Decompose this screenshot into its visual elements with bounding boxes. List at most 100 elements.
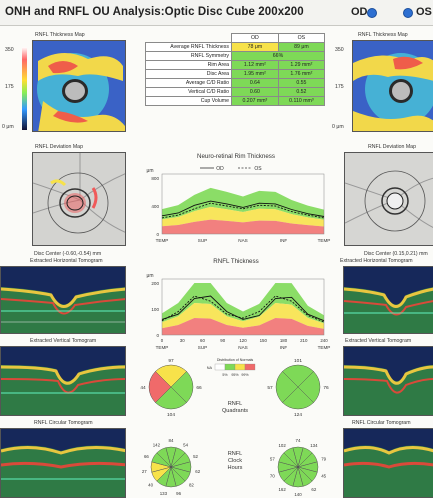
od-thickness-map-image	[33, 41, 125, 131]
od-circular-tomogram-image	[1, 429, 125, 497]
stats-row: Cup Volume 0.207 mm³ 0.110 mm³	[145, 96, 326, 106]
distribution-legend-swatch	[244, 363, 256, 371]
od-deviation-map-image	[33, 153, 125, 245]
stats-os-value: 1.29 mm²	[277, 60, 326, 70]
y-tick-label: 100	[151, 307, 159, 312]
os-scale-top: 350	[335, 47, 344, 53]
stats-od-value: 0.207 mm³	[231, 96, 279, 106]
od-v-tomogram-title: Extracted Vertical Tomogram	[30, 338, 97, 344]
stats-row-label: Disc Area	[145, 69, 232, 79]
os-clock-value: 79	[321, 457, 326, 462]
od-clock-value: 66	[144, 454, 149, 459]
od-vertical-tomogram	[0, 346, 126, 416]
os-vertical-tomogram	[343, 346, 433, 416]
distribution-legend-title: Distribution of Normals	[217, 358, 254, 362]
od-quadrant-temporal	[148, 371, 172, 403]
normal-band-red	[162, 219, 324, 234]
os-scale-bottom: 0 μm	[332, 124, 344, 130]
clock-title-3: Hours	[228, 465, 243, 471]
stats-os-value: 0.110 mm³	[277, 96, 326, 106]
series-line-od	[161, 295, 325, 322]
od-clock-value: 142	[153, 442, 161, 447]
os-label: OS	[416, 6, 432, 18]
od-value-nasal: 66	[196, 385, 202, 391]
y-axis-label: μm	[146, 273, 153, 279]
od-clock-value: 54	[183, 442, 188, 447]
os-clock-value: 62	[311, 487, 316, 492]
x-category-label: TEMP	[318, 238, 331, 243]
chart-title: Neuro-retinal Rim Thickness	[197, 153, 275, 160]
series-line-od	[161, 200, 325, 217]
x-category-label: INF	[280, 238, 288, 243]
y-tick-label: 0	[156, 333, 159, 338]
distribution-na-label: NA	[207, 366, 213, 370]
os-thickness-map-title: RNFL Thickness Map	[358, 32, 408, 38]
od-eye-icon	[367, 8, 377, 18]
stats-corner	[146, 34, 232, 43]
stats-row: Average RNFL Thickness 78 μm 89 μm	[145, 42, 326, 52]
os-clock-value: 162	[278, 487, 286, 492]
od-label: OD	[351, 6, 368, 18]
stats-od-value: 78 μm	[231, 42, 279, 52]
od-vertical-tomogram-image	[1, 347, 125, 415]
stats-os-value: 89 μm	[277, 42, 326, 52]
x-category-label: SUP	[198, 238, 207, 243]
stats-row: Average C/D Ratio 0.64 0.55	[145, 78, 326, 88]
distribution-legend-item: 99%	[241, 373, 249, 377]
normal-band-yellow	[162, 302, 324, 329]
stats-col-os: OS	[277, 33, 326, 43]
os-clock-value: 74	[296, 438, 301, 443]
stats-od-value: 1.12 mm²	[231, 60, 279, 70]
distribution-legend-item: 5%	[222, 373, 228, 377]
stats-row-label: Cup Volume	[145, 96, 232, 106]
os-value-temporal: 76	[323, 385, 329, 391]
x-category-label: TEMP	[156, 345, 169, 350]
x-tick-value: 60	[200, 338, 205, 343]
clock-title-1: RNFL	[228, 451, 243, 457]
stats-row-label: Vertical C/D Ratio	[145, 87, 232, 97]
stats-row: RNFL Symmetry 66%	[145, 51, 325, 61]
od-deviation-map	[32, 152, 126, 246]
od-horizontal-tomogram	[0, 266, 126, 334]
os-horizontal-tomogram	[343, 266, 433, 334]
y-tick-label: 0	[156, 232, 159, 237]
legend-os-label: OS	[254, 166, 262, 172]
y-tick-label: 400	[151, 204, 159, 209]
os-clock-value: 140	[294, 492, 302, 497]
stats-os-value: 0.52	[277, 87, 326, 97]
od-clock-value: 62	[195, 469, 200, 474]
x-category-label: NAS	[238, 345, 247, 350]
normal-band-red	[162, 318, 324, 335]
os-deviation-map-image	[345, 153, 433, 245]
legend-od-label: OD	[216, 166, 224, 172]
od-thickness-map-title: RNFL Thickness Map	[35, 32, 85, 38]
stats-row-label: RNFL Symmetry	[145, 51, 232, 61]
x-tick-value: 30	[180, 338, 185, 343]
quadrants-title-1: RNFL	[228, 401, 243, 407]
stats-row: Disc Area 1.95 mm² 1.76 mm²	[145, 69, 326, 79]
os-deviation-map	[344, 152, 433, 246]
od-clock-sector	[156, 447, 172, 468]
os-clock-value: 134	[310, 443, 318, 448]
x-tick-value: 240	[320, 338, 328, 343]
x-category-label: SUP	[198, 345, 207, 350]
od-value-superior: 97	[168, 358, 174, 364]
series-line-os	[161, 202, 325, 219]
od-deviation-map-title: RNFL Deviation Map	[35, 144, 83, 150]
distribution-legend-swatch	[224, 363, 236, 371]
os-clock-value: 70	[270, 473, 275, 478]
rnfl-thickness-chart: RNFL Thickness μm 200 100 00 30 60 90 120 150 180 2…	[146, 258, 330, 350]
x-tick-value: 210	[300, 338, 308, 343]
od-clock-value: 27	[142, 469, 147, 474]
normal-band-green	[162, 187, 324, 220]
od-clock-value: 52	[193, 454, 198, 459]
os-quadrant-inferior	[282, 386, 314, 410]
os-h-tomogram-title: Extracted Horizontal Tomogram	[340, 258, 413, 264]
stats-os-value: 0.55	[277, 78, 326, 88]
distribution-legend-item: 95%	[231, 373, 239, 377]
x-category-label: INF	[280, 345, 288, 350]
rim-thickness-chart: Neuro-retinal Rim Thickness μm OD OS 800 400 0…	[146, 153, 331, 243]
od-clock-value: 133	[160, 491, 168, 496]
os-eye-icon	[403, 8, 413, 18]
